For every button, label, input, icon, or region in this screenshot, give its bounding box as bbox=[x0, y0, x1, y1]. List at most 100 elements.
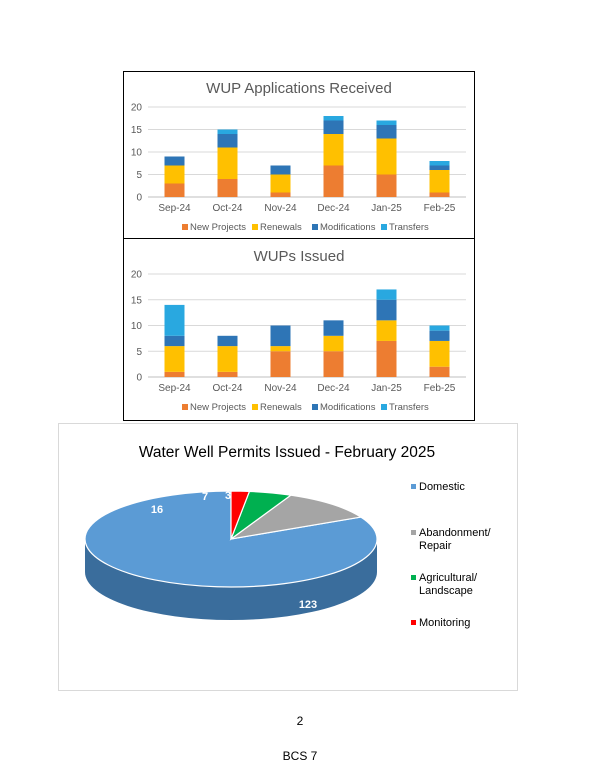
y-tick-label: 5 bbox=[136, 170, 142, 181]
legend-item-transfers: Transfers bbox=[389, 402, 429, 413]
x-tick-label: Feb-25 bbox=[424, 383, 456, 394]
x-tick-label: Jan-25 bbox=[371, 203, 402, 214]
legend-swatch-renewals bbox=[252, 224, 258, 230]
legend-item-abandonment-repair: Abandonment/Repair bbox=[419, 527, 491, 552]
legend-swatch-renewals bbox=[252, 404, 258, 410]
wup-applications-chart: WUP Applications Received 0 5 10 15 20 Sep-24 O… bbox=[123, 71, 475, 240]
y-tick-label: 10 bbox=[131, 148, 143, 159]
legend-swatch-domestic bbox=[411, 484, 416, 489]
x-tick-label: Sep-24 bbox=[158, 383, 191, 394]
y-tick-label: 20 bbox=[131, 270, 143, 281]
water-well-permits-chart: Water Well Permits Issued - February 202… bbox=[58, 423, 518, 691]
x-tick-label: Oct-24 bbox=[212, 383, 242, 394]
bar-new-projects bbox=[323, 351, 344, 377]
bar-modifications bbox=[429, 330, 450, 341]
bar-new-projects bbox=[164, 183, 185, 197]
bar-new-projects bbox=[323, 165, 344, 197]
bar-renewals bbox=[270, 174, 291, 193]
bar-modifications bbox=[217, 134, 238, 148]
bar-transfers bbox=[429, 325, 450, 331]
bar-modifications bbox=[429, 165, 450, 170]
bar-modifications bbox=[270, 325, 291, 347]
x-tick-label: Sep-24 bbox=[158, 203, 191, 214]
data-label-monitoring: 3 bbox=[225, 490, 231, 502]
legend-item-monitoring: Monitoring bbox=[419, 617, 470, 629]
data-label-agricultural-landscape: 7 bbox=[202, 491, 208, 503]
x-tick-label: Dec-24 bbox=[317, 203, 350, 214]
wups-issued-svg: WUPs Issued 0 5 10 15 20 Sep-24 Oct-24 Nov-24 Dec… bbox=[131, 248, 466, 413]
bar-new-projects bbox=[376, 174, 397, 197]
y-tick-label: 0 bbox=[136, 193, 142, 204]
bar-renewals bbox=[323, 134, 344, 166]
legend-item-transfers: Transfers bbox=[389, 222, 429, 233]
bar-modifications bbox=[270, 165, 291, 175]
page-number: 2 bbox=[296, 714, 304, 728]
legend-swatch-new-projects bbox=[182, 404, 188, 410]
bar-modifications bbox=[164, 335, 185, 347]
legend-swatch-modifications bbox=[312, 404, 318, 410]
x-tick-label: Oct-24 bbox=[212, 203, 242, 214]
y-tick-label: 5 bbox=[136, 347, 142, 358]
x-tick-label: Feb-25 bbox=[424, 203, 456, 214]
data-label-abandonment-repair: 16 bbox=[151, 504, 163, 516]
x-tick-label: Jan-25 bbox=[371, 383, 402, 394]
bar-modifications bbox=[323, 120, 344, 134]
y-tick-label: 15 bbox=[131, 295, 143, 306]
bar-new-projects bbox=[429, 366, 450, 377]
bar-new-projects bbox=[164, 371, 185, 377]
bar-transfers bbox=[429, 161, 450, 166]
legend-item-new-projects: New Projects bbox=[190, 402, 246, 413]
legend-item-modifications: Modifications bbox=[320, 222, 376, 233]
bar-transfers bbox=[376, 120, 397, 125]
y-tick-label: 0 bbox=[136, 373, 142, 384]
bar-renewals bbox=[376, 138, 397, 175]
legend-swatch-new-projects bbox=[182, 224, 188, 230]
water-well-permits-svg: Water Well Permits Issued - February 202… bbox=[84, 444, 491, 629]
bar-transfers bbox=[164, 304, 185, 336]
chart-title: WUP Applications Received bbox=[206, 80, 392, 97]
bar-renewals bbox=[376, 320, 397, 341]
bar-renewals bbox=[164, 346, 185, 372]
legend-item-domestic: Domestic bbox=[419, 481, 465, 493]
y-tick-label: 20 bbox=[131, 103, 143, 114]
bar-renewals bbox=[164, 165, 185, 184]
bar-renewals bbox=[429, 170, 450, 193]
legend-item-agricultural-landscape: Agricultural/Landscape bbox=[419, 572, 478, 597]
bar-transfers bbox=[217, 129, 238, 134]
data-label-domestic: 123 bbox=[299, 599, 317, 611]
bar-transfers bbox=[323, 116, 344, 121]
wup-applications-svg: WUP Applications Received 0 5 10 15 20 Sep-24 O… bbox=[131, 80, 466, 233]
y-tick-label: 10 bbox=[131, 321, 143, 332]
chart-title: WUPs Issued bbox=[254, 248, 345, 265]
bar-modifications bbox=[376, 125, 397, 139]
bar-new-projects bbox=[217, 179, 238, 197]
wups-issued-chart: WUPs Issued 0 5 10 15 20 Sep-24 Oct-24 Nov-24 Dec… bbox=[123, 238, 475, 421]
bar-renewals bbox=[323, 335, 344, 352]
bar-modifications bbox=[376, 299, 397, 321]
bar-new-projects bbox=[429, 192, 450, 197]
bar-modifications bbox=[323, 320, 344, 336]
bar-modifications bbox=[217, 335, 238, 347]
bar-renewals bbox=[217, 147, 238, 179]
bar-renewals bbox=[217, 346, 238, 372]
legend-swatch-abandonment-repair bbox=[411, 530, 416, 535]
x-tick-label: Dec-24 bbox=[317, 383, 350, 394]
pie-slice-abandonment-repair bbox=[230, 494, 363, 540]
footer-code: BCS 7 bbox=[282, 749, 318, 763]
legend-swatch-transfers bbox=[381, 224, 387, 230]
chart-title: Water Well Permits Issued - February 202… bbox=[139, 444, 435, 461]
legend-swatch-monitoring bbox=[411, 620, 416, 625]
bar-renewals bbox=[429, 340, 450, 367]
pie-side-domestic bbox=[85, 539, 377, 620]
legend-item-renewals: Renewals bbox=[260, 222, 302, 233]
bar-modifications bbox=[164, 156, 185, 166]
legend-swatch-agricultural-landscape bbox=[411, 575, 416, 580]
y-tick-label: 15 bbox=[131, 125, 143, 136]
legend-swatch-transfers bbox=[381, 404, 387, 410]
legend-item-new-projects: New Projects bbox=[190, 222, 246, 233]
x-tick-label: Nov-24 bbox=[264, 383, 297, 394]
bar-renewals bbox=[270, 346, 291, 352]
pie-slice-monitoring bbox=[230, 490, 251, 540]
legend-item-renewals: Renewals bbox=[260, 402, 302, 413]
bar-transfers bbox=[376, 289, 397, 300]
